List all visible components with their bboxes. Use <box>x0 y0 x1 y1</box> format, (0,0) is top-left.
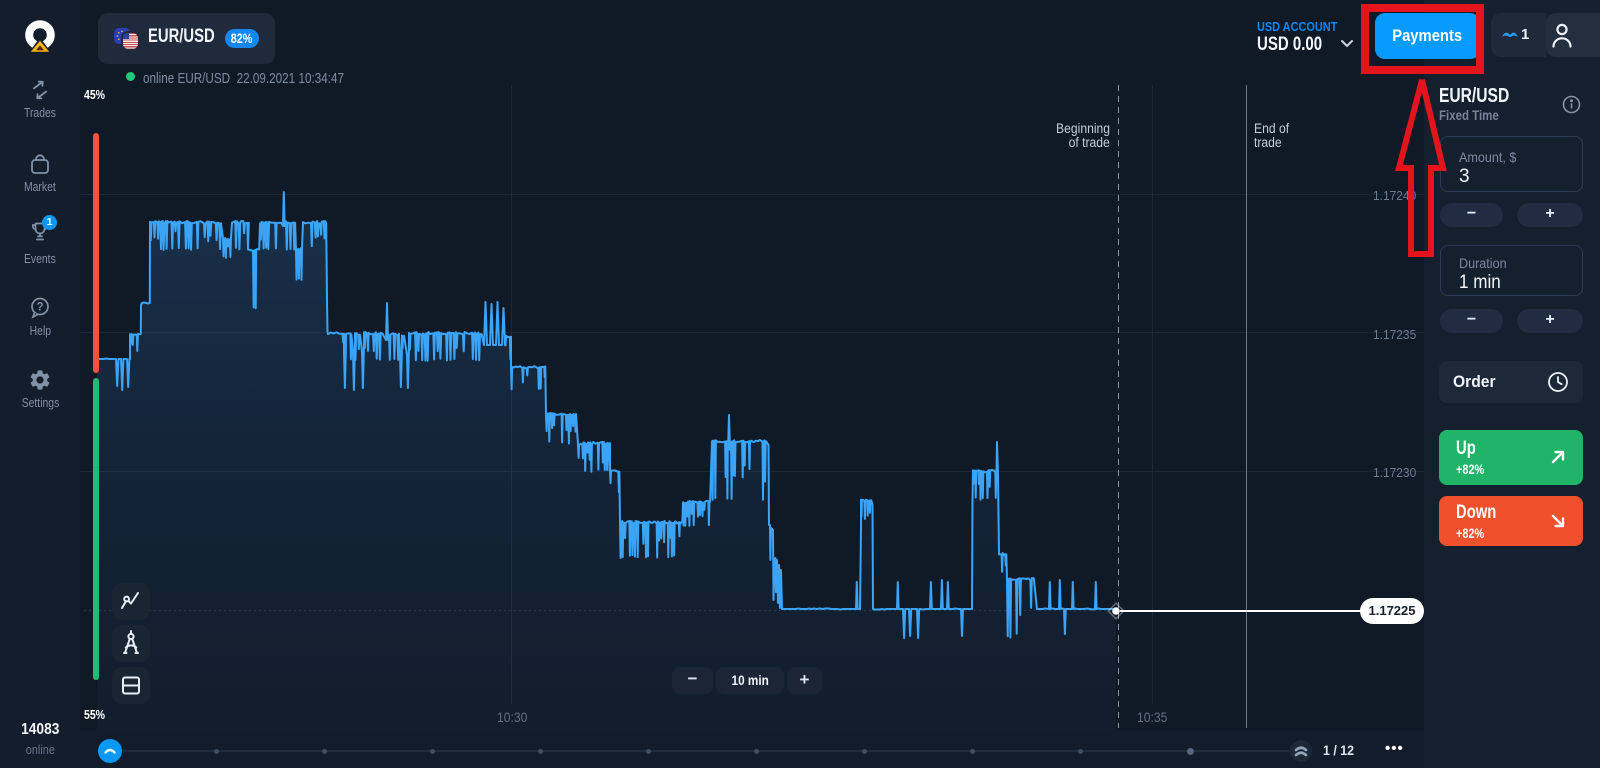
svg-text:?: ? <box>36 302 43 314</box>
